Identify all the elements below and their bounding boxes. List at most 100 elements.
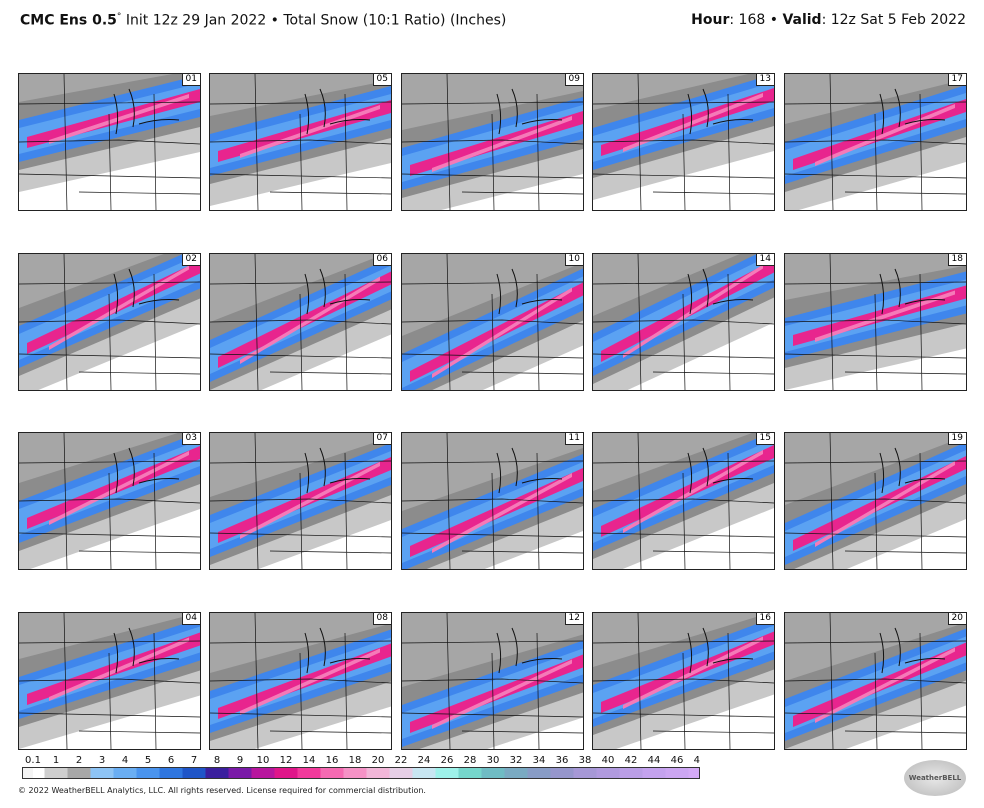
lakes bbox=[496, 447, 563, 494]
colorbar-label: 8 bbox=[214, 755, 220, 766]
colorbar-label: 36 bbox=[556, 755, 569, 766]
colorbar-swatch bbox=[343, 767, 367, 779]
ensemble-panel: 11 bbox=[401, 432, 584, 570]
colorbar-label: 32 bbox=[510, 755, 523, 766]
ensemble-panel: 02 bbox=[18, 253, 201, 391]
member-label: 06 bbox=[372, 254, 391, 266]
lakes bbox=[113, 88, 180, 135]
pink-band bbox=[27, 260, 200, 354]
snow-map bbox=[19, 613, 200, 749]
colorbar-label: 22 bbox=[395, 755, 408, 766]
ensemble-panel: 05 bbox=[209, 73, 392, 211]
model: CMC Ens 0.5 bbox=[20, 12, 117, 29]
pink-band bbox=[218, 457, 391, 543]
snow-map bbox=[593, 613, 774, 749]
colorbar-label: 2 bbox=[76, 755, 82, 766]
pink-core bbox=[623, 636, 763, 709]
colorbar-swatch bbox=[366, 767, 390, 779]
colorbar-label: 10 bbox=[257, 755, 270, 766]
borders bbox=[593, 433, 774, 569]
degree: ° bbox=[116, 12, 122, 22]
ensemble-panel: 20 bbox=[784, 612, 967, 750]
borders bbox=[19, 433, 200, 569]
ensemble-panel: 06 bbox=[209, 253, 392, 391]
ensemble-panel: 10 bbox=[401, 253, 584, 391]
snow-map bbox=[19, 74, 200, 210]
snow-map bbox=[19, 254, 200, 390]
snow-map bbox=[593, 433, 774, 569]
lakes bbox=[687, 268, 754, 315]
borders bbox=[402, 433, 583, 569]
pink-band bbox=[27, 632, 200, 705]
pink-core bbox=[432, 659, 572, 729]
colorbar-label: 16 bbox=[326, 755, 339, 766]
ensemble-panel: 13 bbox=[592, 73, 775, 211]
borders bbox=[19, 613, 200, 749]
ensemble-panel: 08 bbox=[209, 612, 392, 750]
colorbar-label: 5 bbox=[145, 755, 151, 766]
pink-core bbox=[240, 105, 380, 158]
colorbar-label: 18 bbox=[349, 755, 362, 766]
pink-band bbox=[218, 643, 391, 719]
member-label: 10 bbox=[564, 254, 583, 266]
lakes bbox=[113, 268, 180, 315]
pink-band bbox=[601, 631, 774, 713]
lakes bbox=[304, 88, 371, 135]
pink-core bbox=[432, 473, 572, 553]
snow-map bbox=[402, 254, 583, 390]
footer: © 2022 WeatherBELL Analytics, LLC. All r… bbox=[18, 786, 426, 795]
colorbar-label: 48 bbox=[694, 755, 700, 766]
colorbar-swatch bbox=[90, 767, 114, 779]
colorbar-swatch bbox=[274, 767, 298, 779]
borders bbox=[210, 433, 391, 569]
pink-band bbox=[601, 88, 774, 156]
pink-core bbox=[815, 647, 955, 723]
pink-band bbox=[27, 446, 200, 529]
lakes bbox=[496, 627, 563, 674]
colorbar-swatch bbox=[182, 767, 206, 779]
borders bbox=[593, 613, 774, 749]
lakes bbox=[304, 447, 371, 494]
lakes bbox=[113, 447, 180, 494]
colorbar-swatch bbox=[481, 767, 505, 779]
lakes bbox=[879, 627, 946, 674]
borders bbox=[210, 613, 391, 749]
colorbar-label: 1 bbox=[53, 755, 59, 766]
pink-band bbox=[410, 468, 583, 557]
ensemble-panel: 03 bbox=[18, 432, 201, 570]
pink-band bbox=[218, 100, 391, 162]
pink-core bbox=[432, 116, 572, 172]
pink-core bbox=[240, 648, 380, 715]
borders bbox=[402, 254, 583, 390]
ensemble-panel: 07 bbox=[209, 432, 392, 570]
borders bbox=[19, 254, 200, 390]
lakes bbox=[304, 268, 371, 315]
colorbar-label: 26 bbox=[441, 755, 454, 766]
ensemble-panel: 14 bbox=[592, 253, 775, 391]
pink-core bbox=[815, 461, 955, 547]
colorbar: 0.1 1 2 3 4 5 6 7 8 9 10 12 14 16 18 20 22 24 26 28 30 32 34 36… bbox=[22, 755, 700, 779]
colorbar-label: 38 bbox=[579, 755, 592, 766]
colorbar-label: 40 bbox=[602, 755, 615, 766]
member-label: 09 bbox=[564, 74, 583, 86]
snow-map bbox=[210, 433, 391, 569]
colorbar-swatch bbox=[458, 767, 482, 779]
colorbar-swatch bbox=[44, 767, 68, 779]
snow-map bbox=[785, 74, 966, 210]
colorbar-label: 3 bbox=[99, 755, 105, 766]
pink-core bbox=[815, 104, 955, 166]
snow-map bbox=[402, 613, 583, 749]
ensemble-panel: 04 bbox=[18, 612, 201, 750]
colorbar-swatch bbox=[67, 767, 91, 779]
member-label: 03 bbox=[181, 433, 200, 445]
borders bbox=[210, 74, 391, 210]
member-label: 12 bbox=[564, 613, 583, 625]
pink-band bbox=[601, 445, 774, 537]
colorbar-label: 34 bbox=[533, 755, 546, 766]
colorbar-swatch bbox=[159, 767, 183, 779]
member-label: 18 bbox=[947, 254, 966, 266]
snow-map bbox=[593, 74, 774, 210]
colorbar-swatch bbox=[504, 767, 528, 779]
member-label: 05 bbox=[372, 74, 391, 86]
colorbar-label: 9 bbox=[237, 755, 243, 766]
